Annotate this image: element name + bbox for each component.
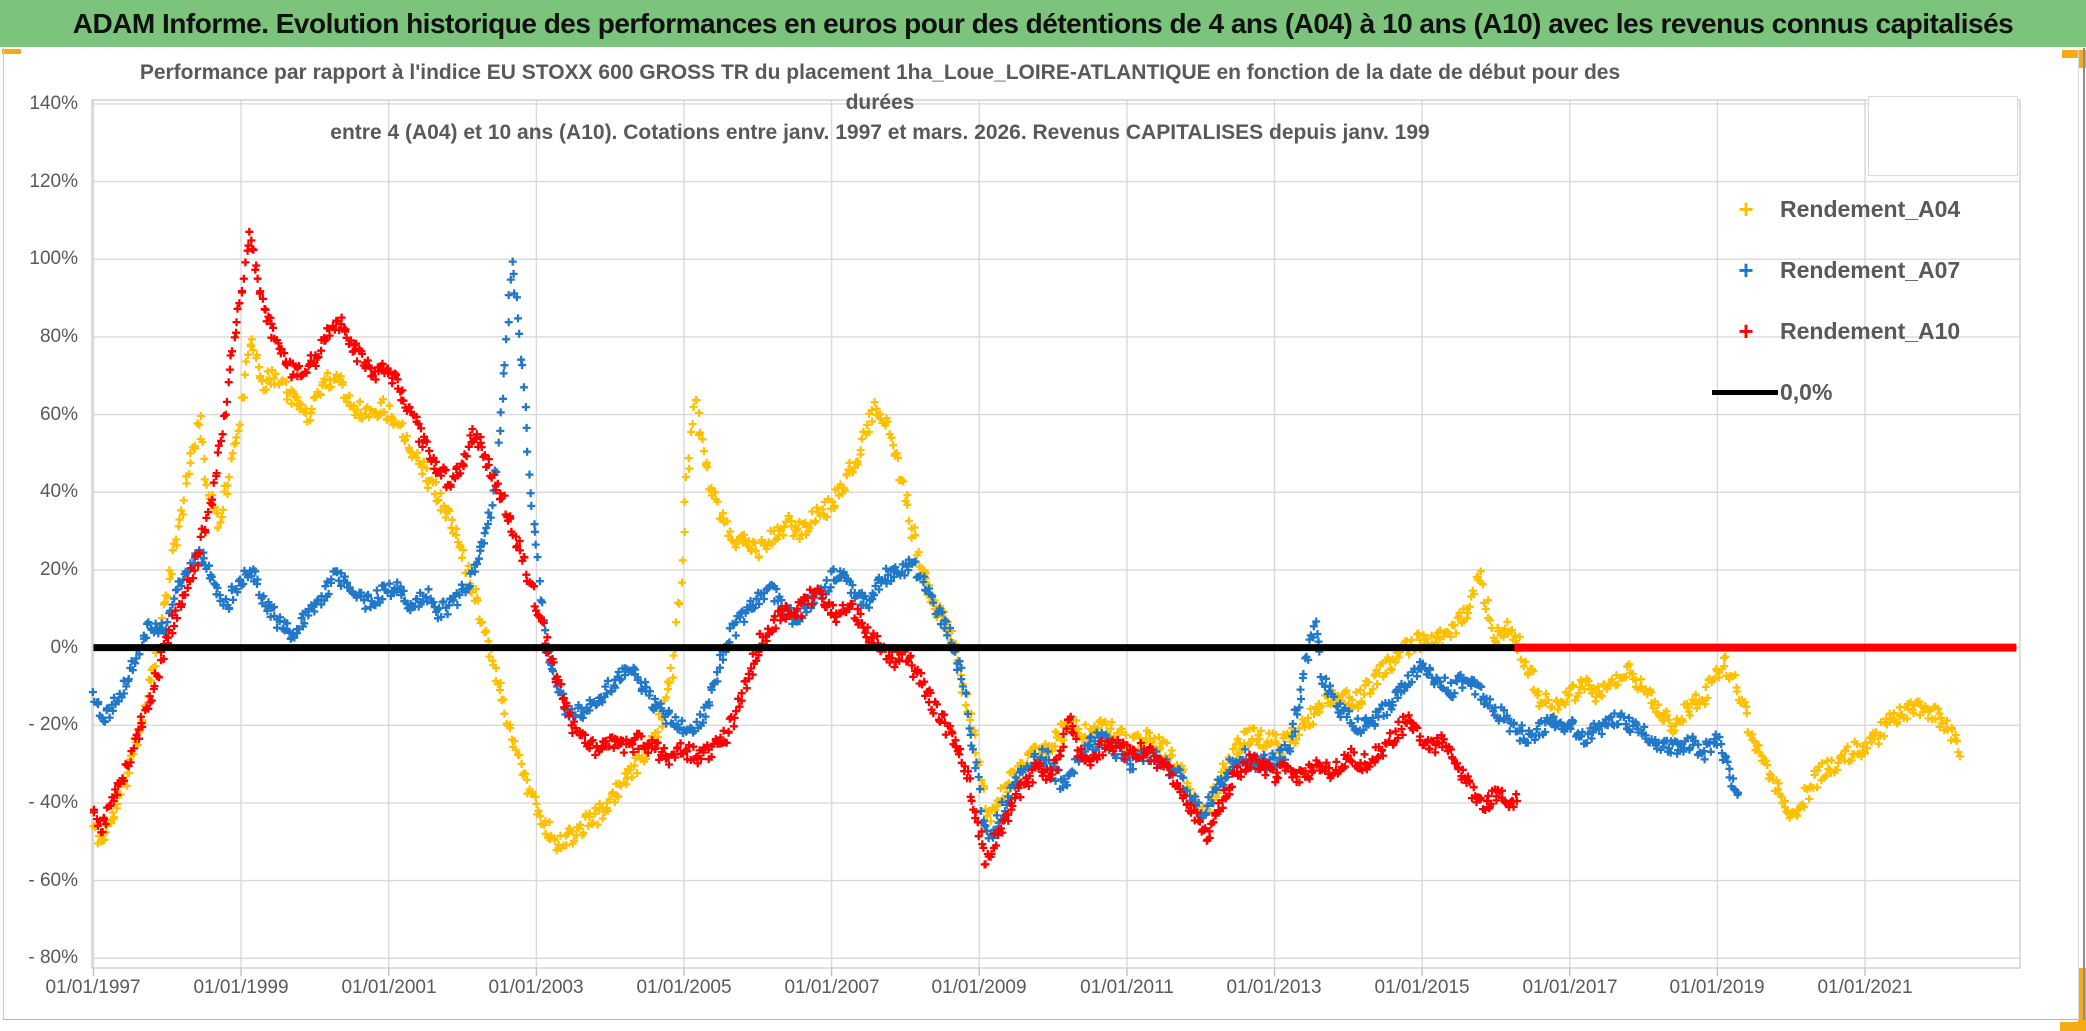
- y-tick-label: 100%: [29, 248, 78, 269]
- accent-strip-top-right-h: [2062, 50, 2086, 58]
- accent-strip-top-left: [2, 49, 21, 54]
- y-tick-label: 80%: [39, 326, 78, 347]
- chart-title-line1: Performance par rapport à l'indice EU ST…: [139, 61, 1621, 84]
- legend-label: Rendement_A10: [1780, 317, 1961, 344]
- x-tick-label: 01/01/2009: [931, 977, 1027, 998]
- x-tick-label: 01/01/2021: [1817, 977, 1913, 998]
- x-tick-label: 01/01/2019: [1669, 977, 1765, 998]
- y-tick-label: 140%: [29, 93, 78, 114]
- x-tick-label: 01/01/2015: [1374, 977, 1470, 998]
- legend-item-rendement-a10[interactable]: + Rendement_A10: [1712, 312, 2052, 350]
- legend-label: Rendement_A07: [1780, 256, 1961, 283]
- series-Rendement_A07: [88, 257, 1742, 843]
- y-tick-label: 40%: [39, 481, 78, 502]
- accent-strip-top-right-v: [2078, 50, 2086, 68]
- y-tick-label: 20%: [39, 559, 78, 580]
- accent-strip-bottom-right-v: [2078, 968, 2086, 1030]
- x-tick-label: 01/01/1997: [45, 977, 141, 998]
- plus-marker-icon: +: [1738, 194, 1754, 224]
- plus-marker-icon: +: [1738, 316, 1754, 346]
- legend-label: Rendement_A04: [1780, 195, 1961, 222]
- x-tick-label: 01/01/2013: [1226, 977, 1322, 998]
- chart-title: Performance par rapport à l'indice EU ST…: [100, 58, 1660, 148]
- window-title: ADAM Informe. Evolution historique des p…: [72, 7, 2014, 39]
- frame-border-left: [3, 48, 4, 1019]
- window-title-bar: ADAM Informe. Evolution historique des p…: [0, 0, 2086, 47]
- chart-title-line2: durées: [845, 91, 915, 114]
- series-Rendement_A10: [89, 227, 1521, 869]
- x-tick-label: 01/01/2001: [341, 977, 437, 998]
- plus-marker-icon: +: [1738, 255, 1754, 285]
- plot-border: [91, 99, 2021, 969]
- legend-label: 0,0%: [1780, 378, 1833, 405]
- y-tick-label: 60%: [39, 404, 78, 425]
- empty-annotation-box[interactable]: [1868, 96, 2018, 176]
- chart-legend[interactable]: + Rendement_A04 + Rendement_A07 + Rendem…: [1712, 190, 2052, 434]
- legend-item-zero-line[interactable]: 0,0%: [1712, 373, 2052, 411]
- x-tick-label: 01/01/2017: [1522, 977, 1618, 998]
- y-tick-label: 120%: [29, 171, 78, 192]
- frame-border-right-light: [2078, 48, 2079, 1020]
- chart-title-line3: entre 4 (A04) et 10 ans (A10). Cotations…: [330, 121, 1430, 144]
- y-tick-label: - 20%: [28, 714, 78, 735]
- legend-item-rendement-a04[interactable]: + Rendement_A04: [1712, 190, 2052, 228]
- x-tick-label: 01/01/2011: [1080, 977, 1174, 998]
- x-tick-label: 01/01/1999: [193, 977, 289, 998]
- y-tick-label: - 60%: [28, 870, 78, 891]
- y-tick-label: 0%: [50, 637, 78, 658]
- x-tick-label: 01/01/2007: [784, 977, 880, 998]
- frame-border-right-dark: [2083, 48, 2085, 1020]
- y-tick-label: - 40%: [28, 792, 78, 813]
- y-tick-label: - 80%: [28, 947, 78, 968]
- zero-line-icon: [1712, 389, 1778, 395]
- accent-strip-bottom-right-h: [2060, 1022, 2086, 1031]
- x-tick-label: 01/01/2003: [488, 977, 584, 998]
- legend-item-rendement-a07[interactable]: + Rendement_A07: [1712, 251, 2052, 289]
- frame-border-bottom: [3, 1019, 2084, 1020]
- x-tick-label: 01/01/2005: [636, 977, 732, 998]
